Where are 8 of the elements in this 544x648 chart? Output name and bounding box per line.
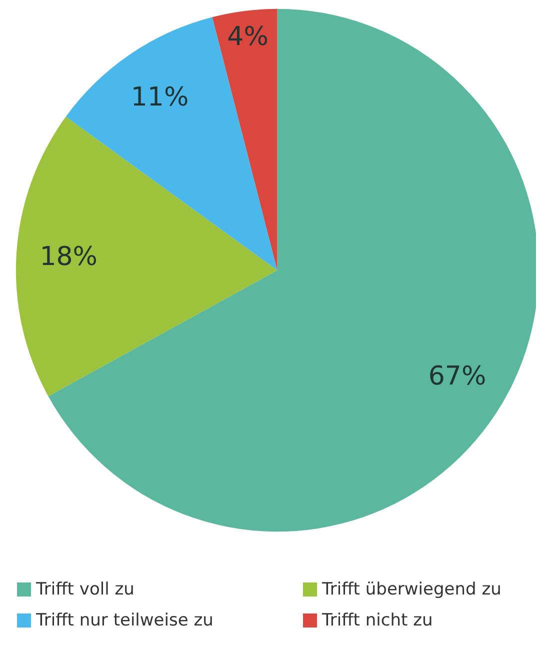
legend-label: Trifft nicht zu <box>321 610 433 630</box>
legend-label: Trifft voll zu <box>35 580 134 600</box>
data-label: 67% <box>428 362 486 392</box>
legend-label: Trifft nur teilweise zu <box>35 610 214 630</box>
data-label: 4% <box>227 22 268 52</box>
legend-label: Trifft überwiegend zu <box>321 580 502 600</box>
data-label: 11% <box>130 82 189 112</box>
data-label: 18% <box>40 242 98 272</box>
